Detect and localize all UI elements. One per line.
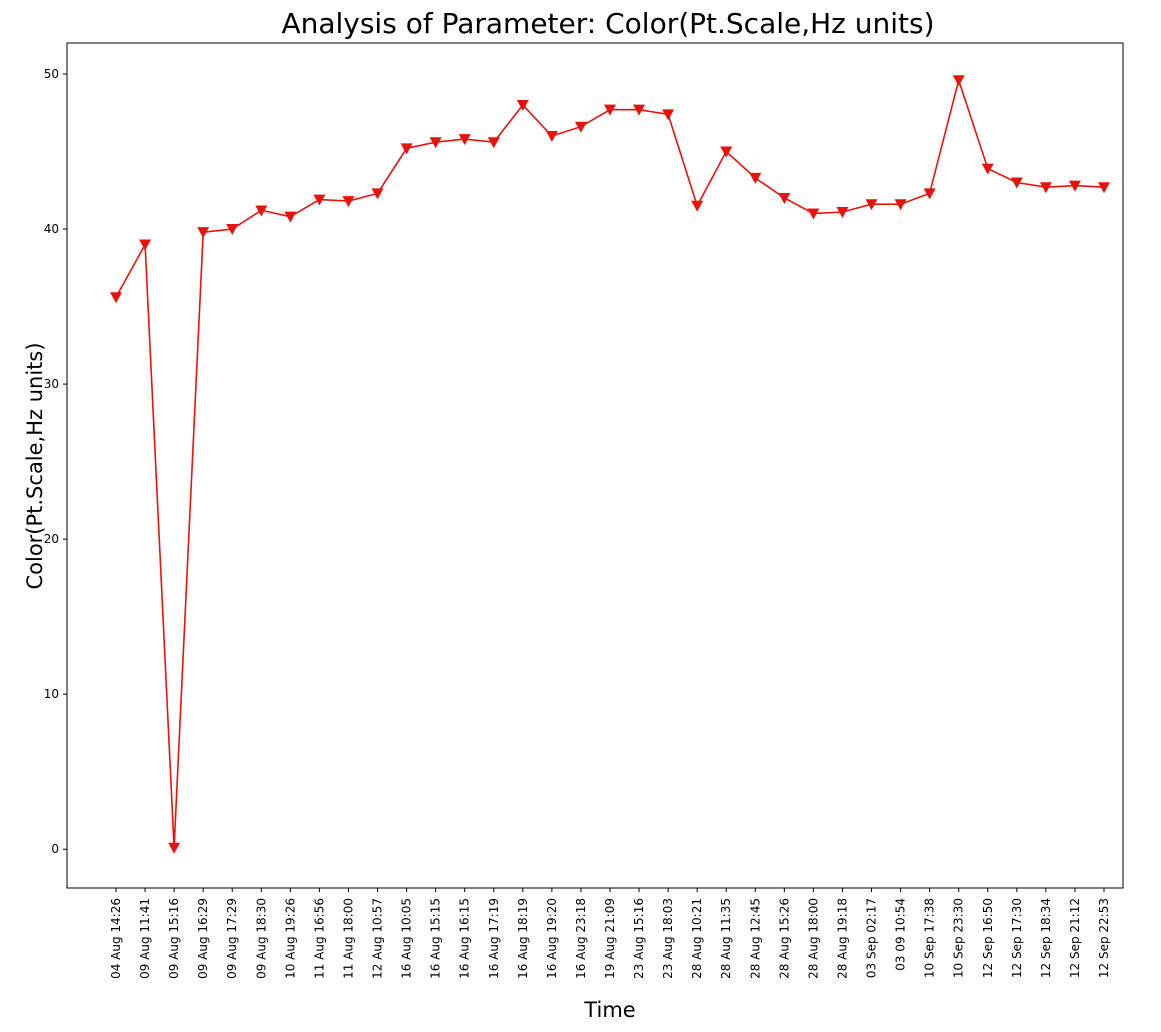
x-tick-label: 16 Aug 18:19 xyxy=(516,898,530,979)
x-tick-label: 16 Aug 19:20 xyxy=(545,898,559,979)
x-tick-label: 28 Aug 18:00 xyxy=(806,898,820,979)
y-axis-title: Color(Pt.Scale,Hz units) xyxy=(23,342,47,589)
data-point-marker xyxy=(807,208,820,220)
x-tick-label: 09 Aug 17:29 xyxy=(225,898,239,979)
x-axis-title: Time xyxy=(583,998,635,1022)
data-point-marker xyxy=(1039,182,1052,194)
data-point-marker xyxy=(313,194,326,206)
data-point-marker xyxy=(342,196,355,208)
y-tick-label: 0 xyxy=(51,842,59,856)
data-point-marker xyxy=(691,200,704,212)
x-tick-label: 10 Aug 19:26 xyxy=(283,898,297,979)
plot-area-frame xyxy=(66,42,1124,889)
data-point-marker xyxy=(197,227,210,239)
x-tick-label: 09 Aug 15:16 xyxy=(167,898,181,979)
data-point-marker xyxy=(1010,177,1023,189)
chart-title: Analysis of Parameter: Color(Pt.Scale,Hz… xyxy=(281,7,934,40)
x-tick-label: 10 Sep 17:38 xyxy=(923,898,937,978)
x-tick-label: 16 Aug 15:15 xyxy=(429,898,443,979)
x-tick-label: 16 Aug 23:18 xyxy=(574,898,588,979)
y-tick-label: 50 xyxy=(44,67,59,81)
x-tick-label: 12 Aug 10:57 xyxy=(371,898,385,979)
x-tick-label: 28 Aug 10:21 xyxy=(690,898,704,979)
data-point-marker xyxy=(545,131,558,143)
data-point-marker xyxy=(604,104,616,116)
x-tick-label: 16 Aug 16:15 xyxy=(458,898,472,979)
data-point-marker xyxy=(168,842,181,854)
x-tick-label: 09 Aug 11:41 xyxy=(138,898,152,979)
x-tick-label: 04 Aug 14:26 xyxy=(109,898,123,979)
y-tick-label: 30 xyxy=(44,377,59,391)
data-point-marker xyxy=(226,224,239,236)
data-point-marker xyxy=(865,199,878,211)
data-point-marker xyxy=(516,100,529,112)
data-point-marker xyxy=(284,211,297,223)
series-layer xyxy=(110,75,1110,854)
x-tick-label: 03 09 10:54 xyxy=(894,898,908,971)
x-tick-label: 10 Sep 23:30 xyxy=(952,898,966,978)
x-tick-label: 03 Sep 02:17 xyxy=(865,898,879,978)
data-point-marker xyxy=(574,121,587,133)
y-tick-label: 10 xyxy=(44,687,59,701)
x-tick-label: 28 Aug 15:26 xyxy=(777,898,791,979)
data-point-marker xyxy=(371,188,384,200)
data-point-marker xyxy=(1068,180,1081,192)
x-tick-label: 28 Aug 11:35 xyxy=(719,898,733,979)
x-tick-label: 23 Aug 15:16 xyxy=(632,898,646,979)
data-point-marker xyxy=(139,239,152,251)
x-tick-label: 12 Sep 21:12 xyxy=(1068,898,1082,978)
data-point-marker xyxy=(749,172,762,184)
x-tick-label: 12 Sep 22:53 xyxy=(1097,898,1111,978)
x-tick-label: 19 Aug 21:09 xyxy=(603,898,617,979)
y-axis: 0 10 20 30 40 50 xyxy=(44,67,67,856)
x-tick-label: 09 Aug 18:30 xyxy=(254,898,268,979)
data-point-marker xyxy=(778,193,791,205)
data-point-marker xyxy=(110,292,122,304)
data-point-marker xyxy=(836,207,849,218)
x-tick-label: 12 Sep 18:34 xyxy=(1039,898,1053,978)
data-point-marker xyxy=(255,205,268,217)
data-point-marker xyxy=(633,104,646,116)
x-tick-label: 16 Aug 17:19 xyxy=(487,898,501,979)
x-tick-label: 11 Aug 16:56 xyxy=(312,898,326,979)
data-point-marker xyxy=(952,75,965,87)
x-axis: 04 Aug 14:26 09 Aug 11:41 09 Aug 15:16 09 A… xyxy=(109,888,1111,979)
data-point-marker xyxy=(662,109,675,121)
x-tick-label: 11 Aug 18:00 xyxy=(341,898,355,979)
data-point-marker xyxy=(487,137,500,149)
data-point-marker xyxy=(720,146,733,158)
x-tick-label: 12 Sep 16:50 xyxy=(981,898,995,978)
data-point-marker xyxy=(400,143,413,155)
y-tick-label: 40 xyxy=(44,222,59,236)
x-tick-label: 28 Aug 19:18 xyxy=(835,898,849,979)
x-tick-label: 12 Sep 17:30 xyxy=(1010,898,1024,978)
data-point-marker xyxy=(981,163,994,175)
data-point-marker xyxy=(429,137,442,149)
x-tick-label: 16 Aug 10:05 xyxy=(400,898,414,979)
x-tick-label: 28 Aug 12:45 xyxy=(748,898,762,979)
data-point-marker xyxy=(458,134,471,146)
data-point-marker xyxy=(923,188,936,200)
series-line xyxy=(115,77,1105,848)
x-tick-label: 23 Aug 18:03 xyxy=(661,898,675,979)
data-point-marker xyxy=(894,199,907,211)
x-tick-label: 09 Aug 16:29 xyxy=(196,898,210,979)
data-point-marker xyxy=(1098,182,1110,194)
y-tick-label: 20 xyxy=(44,532,59,546)
